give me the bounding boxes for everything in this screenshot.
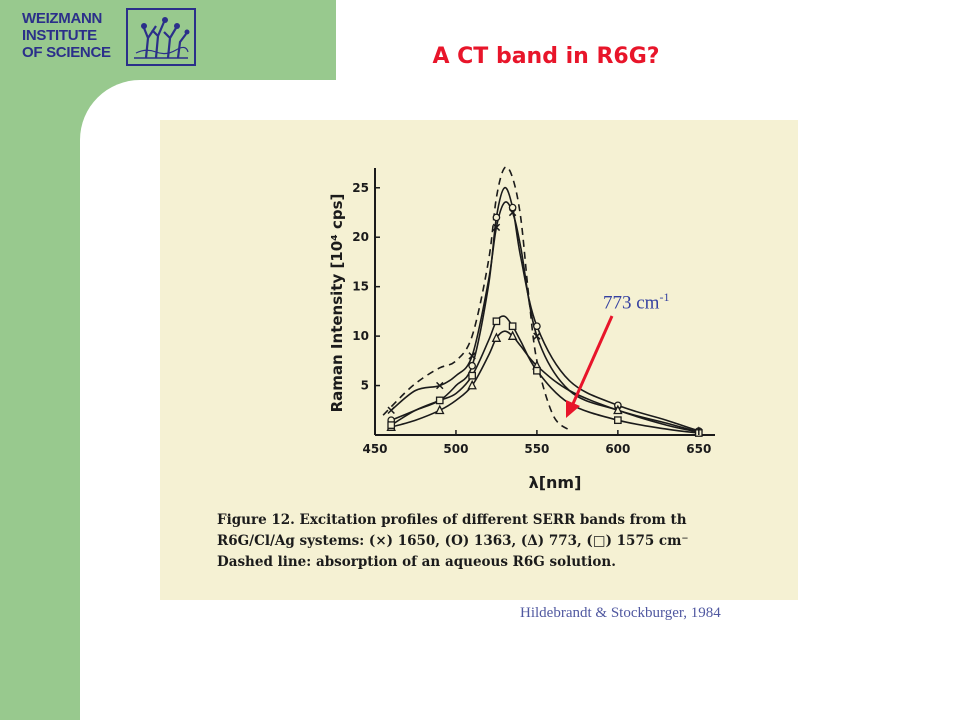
logo-line-1: WEIZMANN (22, 10, 103, 27)
logo-text: WEIZMANN INSTITUTE OF SCIENCE (22, 10, 122, 61)
emblem-icon (126, 8, 196, 66)
x-tick-label: 500 (443, 442, 468, 456)
data-point-circle (468, 361, 476, 370)
series-line (390, 186, 700, 432)
data-point-triangle (613, 404, 623, 415)
x-tick-label: 550 (524, 442, 549, 456)
data-point-square (387, 421, 396, 429)
x-tick-label: 600 (605, 442, 630, 456)
series-line (390, 315, 699, 434)
data-point-circle (492, 213, 501, 222)
data-point-square (492, 317, 501, 326)
data-point-cross (533, 332, 541, 340)
data-point-triangle (507, 330, 518, 340)
caption-line-1: Figure 12. Excitation profiles of differ… (217, 512, 687, 528)
data-point-triangle (435, 404, 445, 415)
data-point-square (468, 371, 476, 380)
weizmann-logo: WEIZMANN INSTITUTE OF SCIENCE (0, 0, 210, 74)
scanned-figure: 450 500 550 600 650 5 10 15 20 25 λ[nm] Raman Int… (160, 120, 798, 600)
data-point-cross (436, 381, 444, 390)
logo-line-2: INSTITUTE (22, 27, 97, 44)
data-point-square (533, 366, 541, 375)
y-tick-label: 10 (352, 329, 369, 343)
y-tick-label: 25 (352, 181, 369, 195)
caption-line-3: Dashed line: absorption of an aqueous R6… (217, 554, 616, 570)
data-point-square (508, 322, 517, 331)
band-annotation: 773 cm-1 (603, 290, 669, 314)
data-point-triangle (491, 332, 502, 342)
figure-caption: Figure 12. Excitation profiles of differ… (217, 510, 798, 573)
x-tick-label: 450 (362, 442, 387, 456)
citation: Hildebrandt & Stockburger, 1984 (520, 605, 721, 621)
annotation-superscript: -1 (659, 290, 670, 304)
excitation-profile-chart: 450 500 550 600 650 5 10 15 20 25 λ[nm] Raman Int… (328, 166, 715, 492)
data-point-triangle (467, 379, 477, 390)
data-point-square (614, 416, 622, 425)
data-point-circle (508, 203, 517, 212)
slide-title: A CT band in R6G? (432, 44, 660, 69)
series-line (382, 166, 570, 431)
y-tick-label: 20 (352, 230, 369, 244)
series-line (390, 330, 699, 433)
series-line (390, 201, 700, 433)
data-point-circle (533, 322, 541, 331)
sidebar-band (0, 0, 80, 720)
annotation-value: 773 cm (603, 292, 660, 314)
logo-line-3: OF SCIENCE (22, 44, 111, 61)
data-point-square (435, 396, 444, 405)
y-axis-label: Raman Intensity [10⁴ cps] (328, 194, 346, 413)
x-tick-label: 650 (686, 442, 711, 456)
data-point-cross (387, 406, 395, 415)
y-tick-label: 5 (361, 379, 369, 393)
annotation-arrow-icon (566, 315, 614, 418)
x-axis-label: λ[nm] (529, 473, 582, 492)
y-tick-label: 15 (352, 280, 369, 294)
caption-line-2: R6G/Cl/Ag systems: (×) 1650, (O) 1363, (… (217, 533, 689, 549)
